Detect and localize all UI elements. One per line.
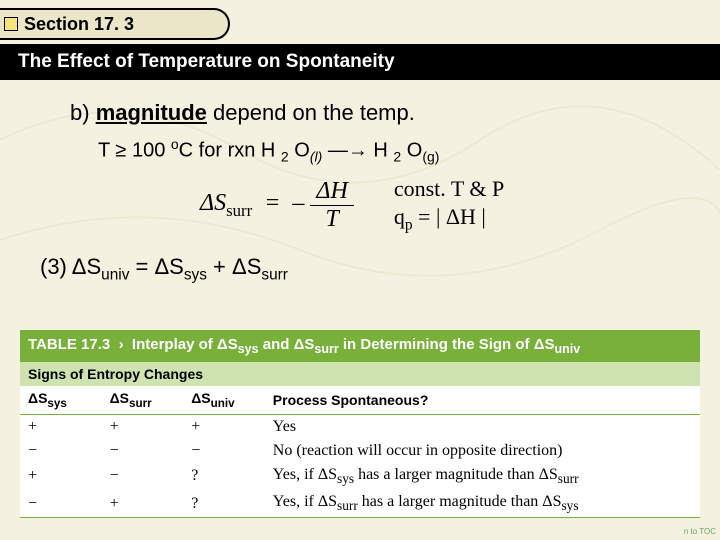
equation-note: const. T & P qp = | ΔH | xyxy=(394,175,504,236)
equation-row: ΔSsurr = – ΔH T const. T & P qp = | ΔH | xyxy=(200,175,690,236)
slide-title: The Effect of Temperature on Spontaneity xyxy=(0,44,720,80)
table-row: − + ? Yes, if ΔSsurr has a larger magnit… xyxy=(20,490,700,518)
table-row: + − ? Yes, if ΔSsys has a larger magnitu… xyxy=(20,463,700,490)
section-tab: Section 17. 3 xyxy=(0,8,230,40)
eq-note-line2: qp = | ΔH | xyxy=(394,203,504,235)
slide-content: b) magnitude depend on the temp. T ≥ 100… xyxy=(0,90,720,294)
eq-note-line1: const. T & P xyxy=(394,175,504,204)
table-subhead: Signs of Entropy Changes xyxy=(20,362,700,386)
line-b-magnitude: magnitude xyxy=(96,100,207,125)
temperature-line: T ≥ 100 oC for rxn H 2 O(l) ―→ H 2 O(g) xyxy=(98,136,690,165)
line-b: b) magnitude depend on the temp. xyxy=(70,100,690,126)
line-b-rest: depend on the temp. xyxy=(207,100,415,125)
toc-link[interactable]: n to TOC xyxy=(684,527,716,536)
eq-left: ΔSsurr = – xyxy=(200,190,304,221)
eq-fraction: ΔH T xyxy=(310,178,353,233)
col-dssurr: ΔSsurr xyxy=(102,386,184,414)
col-dssys: ΔSsys xyxy=(20,386,102,414)
eq-frac-num: ΔH xyxy=(310,178,353,206)
table-caption: TABLE 17.3 › Interplay of ΔSsys and ΔSsu… xyxy=(20,330,700,362)
table-17-3: TABLE 17.3 › Interplay of ΔSsys and ΔSsu… xyxy=(20,330,700,518)
section-label: Section 17. 3 xyxy=(24,14,134,35)
equation-delta-s-surr: ΔSsurr = – ΔH T xyxy=(200,178,354,233)
table-row: − − − No (reaction will occur in opposit… xyxy=(20,439,700,463)
col-dsuniv: ΔSuniv xyxy=(183,386,265,414)
table-header-row: ΔSsys ΔSsurr ΔSuniv Process Spontaneous? xyxy=(20,386,700,414)
eq-frac-den: T xyxy=(319,206,344,233)
table-row: + + + Yes xyxy=(20,414,700,439)
equation-line-3: (3) ΔSuniv = ΔSsys + ΔSsurr xyxy=(40,254,690,284)
table-body: + + + Yes − − − No (reaction will occur … xyxy=(20,414,700,517)
interplay-table: ΔSsys ΔSsurr ΔSuniv Process Spontaneous?… xyxy=(20,386,700,518)
section-square-icon xyxy=(4,17,18,31)
col-spontaneous: Process Spontaneous? xyxy=(265,386,700,414)
line-b-prefix: b) xyxy=(70,100,96,125)
